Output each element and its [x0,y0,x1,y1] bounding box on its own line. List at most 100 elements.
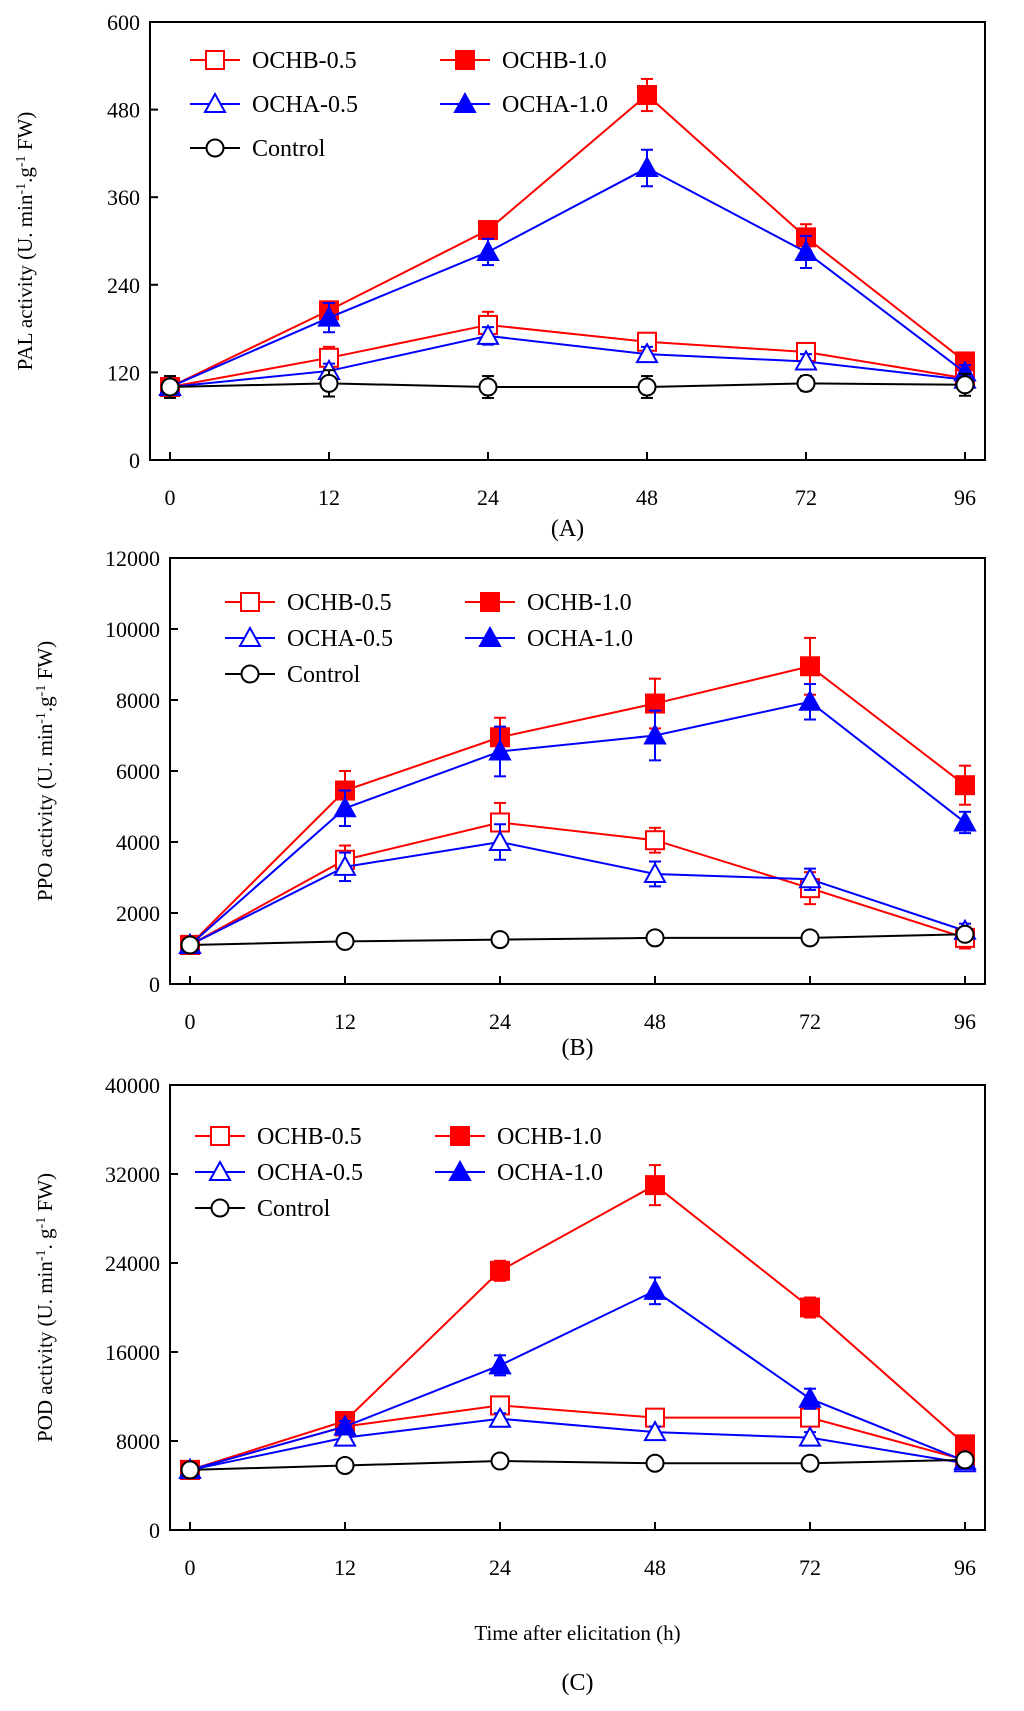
legend-marker [478,625,502,647]
data-point [800,1297,820,1318]
data-point [643,723,667,745]
y-axis-label: PAL activity (U. min-1.g-1 FW) [13,112,37,371]
x-tick-label: 12 [318,485,340,510]
series-control [160,369,975,399]
y-axis-label-sup: -1 [34,1249,49,1261]
panel-label: (B) [562,1035,594,1061]
data-point [333,1414,357,1436]
series-line [189,933,966,946]
y-tick-label: 12000 [105,546,160,571]
legend-label: OCHB-1.0 [527,590,632,616]
series-line [189,840,966,946]
series-control [180,924,975,955]
data-point [637,85,657,105]
data-point [794,239,818,261]
data-point [645,928,665,948]
series-line [189,1183,966,1471]
legend-item: OCHB-1.0 [440,48,607,74]
data-point [490,930,510,950]
legend-marker [205,50,225,70]
y-tick-label: 0 [129,448,140,473]
x-tick-label: 48 [644,1555,666,1580]
data-point [333,854,357,876]
y-axis-label-part: . g [33,1228,57,1250]
legend-label: OCHB-1.0 [502,48,607,74]
data-point [798,867,822,889]
panel-label: (C) [562,1670,594,1696]
legend-item: OCHA-1.0 [440,91,608,118]
y-axis-label-part: POD activity (U. min [33,1261,57,1442]
series-line [189,700,966,946]
legend: OCHB-0.5 OCHB-1.0 OCHA-0.5 OCHA-1.0 Control [225,590,633,688]
data-point [800,1407,820,1428]
x-tick-label: 48 [636,485,658,510]
legend-marker [203,91,227,113]
x-tick-label: 24 [477,485,499,510]
y-tick-label: 32000 [105,1162,160,1187]
legend-marker [210,1198,230,1218]
plot-frame [169,557,986,985]
legend-item: OCHB-0.5 [195,1124,362,1150]
chart-panel-c: 0 8000 16000 24000 32000 40000 0 12 24 48 72 96 POD … [33,1073,986,1696]
y-tick-label: 10000 [105,617,160,642]
legend-item: OCHB-1.0 [465,590,632,616]
legend-item: OCHA-1.0 [465,625,633,652]
plot-frame [169,1084,986,1531]
plot-frame [149,21,986,461]
series-ocha-1-0 [178,683,977,954]
data-point [488,1406,512,1428]
series-ochb-0-5 [180,801,975,955]
legend-marker [240,664,260,684]
series-line [189,1458,966,1471]
data-point [798,689,822,711]
y-tick-label: 600 [107,10,140,35]
legend-marker [448,1159,472,1181]
legend-marker [453,91,477,113]
legend-marker [450,1126,470,1146]
data-point [333,796,357,818]
y-tick-label: 360 [107,185,140,210]
legend-item: OCHB-0.5 [190,48,357,74]
y-axis-label-part: FW) [33,641,57,685]
data-point [643,1420,667,1442]
data-point [490,1260,510,1281]
legend-label: OCHA-0.5 [257,1160,363,1186]
x-tick-label: 72 [795,485,817,510]
series-line [169,334,966,388]
x-tick-label: 96 [954,485,976,510]
data-point [645,830,665,851]
y-tick-label: 4000 [116,830,160,855]
legend: OCHB-0.5 OCHB-1.0 OCHA-0.5 OCHA-1.0 Control [190,48,608,162]
legend-label: OCHB-1.0 [497,1124,602,1150]
series-ocha-1-0 [158,148,977,396]
y-axis-label: POD activity (U. min-1. g-1 FW) [33,1173,57,1442]
y-axis-label-sup: -1 [14,183,29,195]
data-point [476,323,500,345]
y-tick-label: 120 [107,360,140,385]
data-point [645,1453,665,1473]
series-line [189,821,966,946]
data-point [953,810,977,832]
legend-marker [208,1159,232,1181]
data-point [333,1425,357,1447]
legend-label: Control [257,1196,331,1222]
data-point [637,377,657,397]
y-axis-label: PPO activity (U. min-1.g-1 FW) [33,641,57,901]
series-ocha-0-5 [178,823,977,954]
y-tick-label: 8000 [116,688,160,713]
legend-marker [205,138,225,158]
data-point [180,1460,200,1480]
data-point [180,935,200,955]
data-point [478,220,498,241]
y-axis-label-part: FW) [13,112,37,156]
legend-label: OCHA-1.0 [497,1160,603,1186]
y-tick-label: 0 [149,1518,160,1543]
data-point [955,775,975,796]
legend-marker [210,1126,230,1146]
y-tick-label: 40000 [105,1073,160,1098]
data-point [160,377,180,397]
x-tick-label: 96 [954,1009,976,1034]
data-point [794,349,818,371]
data-point [798,1425,822,1447]
